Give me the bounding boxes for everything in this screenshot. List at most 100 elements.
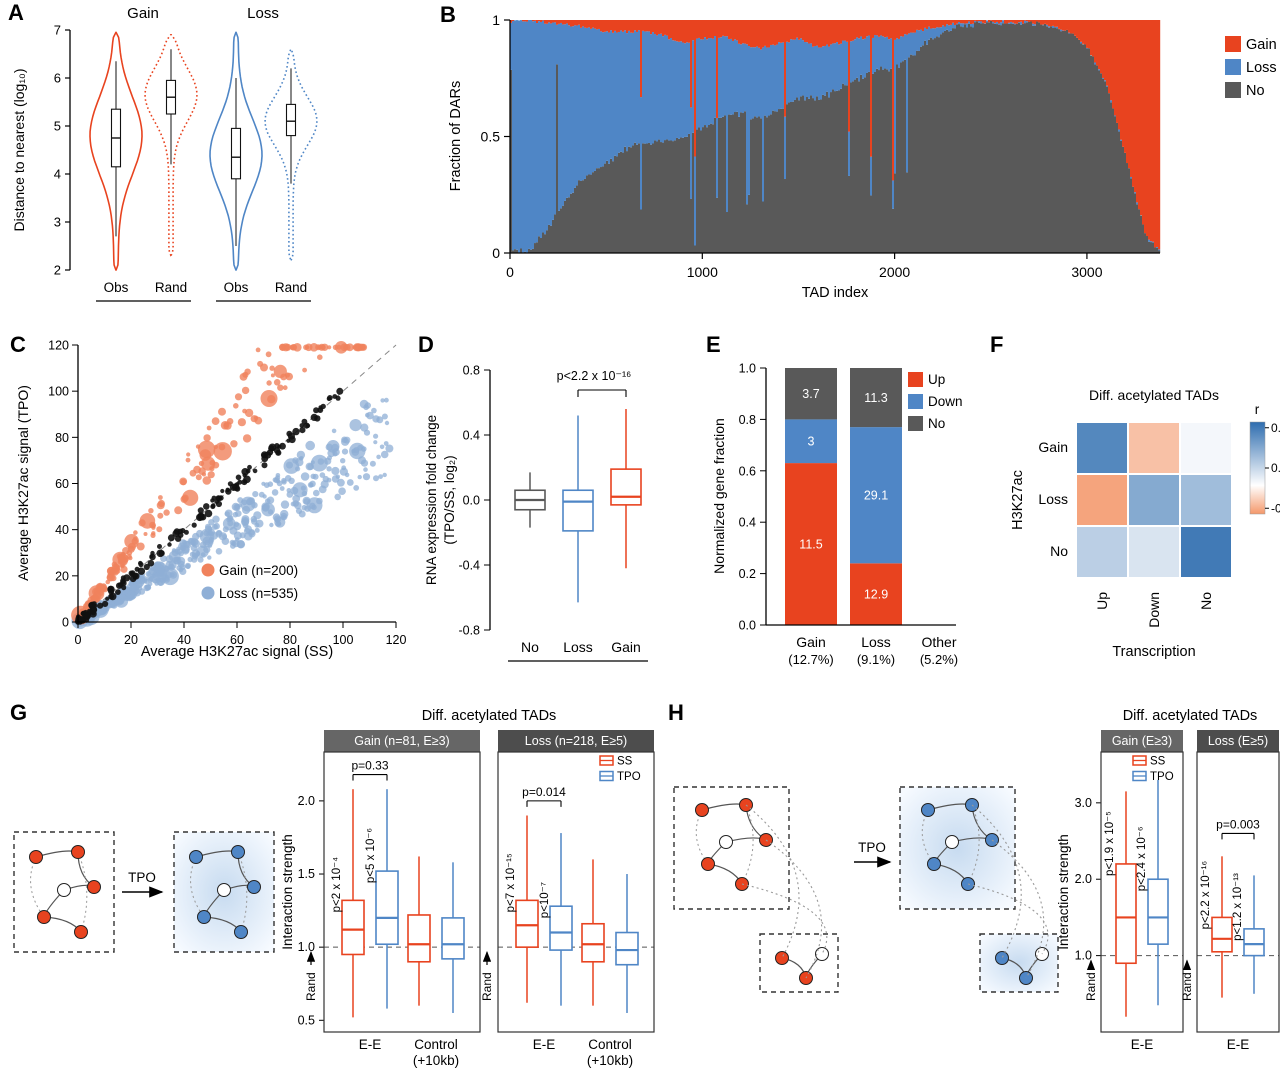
panel-g-interaction: TPO Diff. acetylated TADs 0.5 1.0 1.5 2.0 Inte… — [6, 702, 668, 1072]
area-loss — [540, 21, 543, 239]
scatter-point — [110, 575, 117, 582]
node-neutral — [945, 835, 959, 849]
area-gain — [954, 20, 957, 25]
area-gain — [734, 20, 737, 40]
facet-header — [1197, 730, 1279, 752]
facet-title: Loss (E≥5) — [1208, 734, 1268, 748]
area-gain — [634, 20, 637, 31]
node-enhancer — [87, 880, 101, 894]
area-gain — [614, 20, 617, 31]
area-loss — [668, 39, 671, 141]
scatter-point — [163, 509, 170, 516]
area-loss — [746, 44, 749, 205]
scatter-point — [215, 548, 223, 555]
scatter-point — [163, 574, 170, 582]
area-gain — [976, 20, 979, 22]
gene-fraction-bars: 0.0 0.2 0.4 0.6 0.8 1.0 Normalized gene fracti… — [711, 362, 963, 668]
area-loss — [732, 40, 735, 115]
area-gain — [956, 20, 959, 24]
area-loss — [586, 27, 589, 176]
scatter-point — [346, 343, 354, 352]
area-no — [560, 208, 563, 253]
bar-sublabel-other: (5.2%) — [920, 652, 958, 667]
scatter-point — [138, 588, 146, 595]
area-loss — [890, 38, 893, 69]
area-gain — [866, 20, 869, 37]
area-loss — [816, 45, 819, 97]
area-gain — [1074, 20, 1077, 36]
area-loss — [626, 33, 629, 152]
area-loss — [840, 43, 843, 89]
scatter-point — [204, 509, 213, 518]
scatter-point — [384, 420, 390, 426]
node-enhancer — [71, 845, 85, 859]
area-no — [908, 57, 911, 253]
area-loss — [758, 47, 761, 117]
area-no — [1044, 23, 1047, 254]
area-gain — [788, 20, 791, 43]
area-gain — [1102, 20, 1105, 78]
area-loss — [934, 28, 937, 39]
area-no — [584, 178, 587, 253]
area-loss — [1136, 202, 1139, 205]
violin-loss-obs — [209, 31, 263, 271]
facet-header — [498, 730, 654, 752]
scatter-point — [118, 556, 128, 565]
area-no — [668, 140, 671, 253]
row-label: Loss — [1038, 491, 1068, 507]
area-no — [662, 142, 665, 253]
scatter-point — [280, 500, 290, 509]
area-loss — [798, 39, 801, 101]
area-no — [1056, 28, 1059, 254]
area-loss — [728, 39, 731, 115]
area-loss — [838, 44, 841, 91]
area-gain — [1156, 20, 1159, 247]
area-no — [866, 72, 869, 254]
area-no — [1104, 81, 1107, 253]
area-no — [854, 79, 857, 253]
node-enhancer — [197, 910, 211, 924]
area-no — [638, 143, 641, 253]
area-loss — [914, 32, 917, 56]
area-no — [1030, 21, 1033, 253]
area-no — [634, 142, 637, 253]
area-no — [1140, 215, 1143, 253]
scatter-point — [382, 472, 387, 478]
scatter-point — [244, 368, 251, 375]
area-gain — [1066, 20, 1069, 30]
area-loss — [566, 23, 569, 198]
area-gain — [1140, 20, 1143, 216]
scatter-point — [272, 513, 281, 521]
scatter-point — [224, 509, 233, 518]
area-loss — [774, 45, 777, 112]
area-gain — [1130, 20, 1133, 177]
area-no — [666, 139, 669, 253]
area-gain — [742, 20, 745, 44]
area-loss — [822, 46, 825, 95]
p-value: p<1.2 x 10⁻¹³ — [1232, 873, 1244, 941]
area-no — [1132, 186, 1135, 253]
area-no — [902, 61, 905, 253]
scatter-point — [242, 408, 248, 414]
scatter-point — [116, 582, 123, 589]
heat-cell-loss-down — [1127, 473, 1181, 527]
scatter-point — [338, 487, 346, 495]
area-no — [1134, 193, 1137, 253]
area-loss — [856, 37, 859, 78]
area-loss — [932, 28, 935, 40]
area-gain — [1150, 20, 1153, 242]
area-loss — [1056, 26, 1059, 29]
area-loss — [564, 24, 567, 201]
area-no — [968, 23, 971, 253]
area-loss — [740, 44, 743, 113]
area-no — [574, 187, 577, 253]
legend-label: Loss (n=535) — [219, 586, 298, 601]
area-no — [1110, 102, 1113, 254]
y-tick-label: 1.0 — [298, 940, 315, 954]
area-gain — [844, 20, 847, 41]
area-gain — [534, 20, 537, 21]
area-gain — [1120, 20, 1123, 140]
x-group-label: E-E — [1131, 1037, 1154, 1052]
area-loss — [584, 27, 587, 179]
area-gain — [834, 20, 837, 44]
